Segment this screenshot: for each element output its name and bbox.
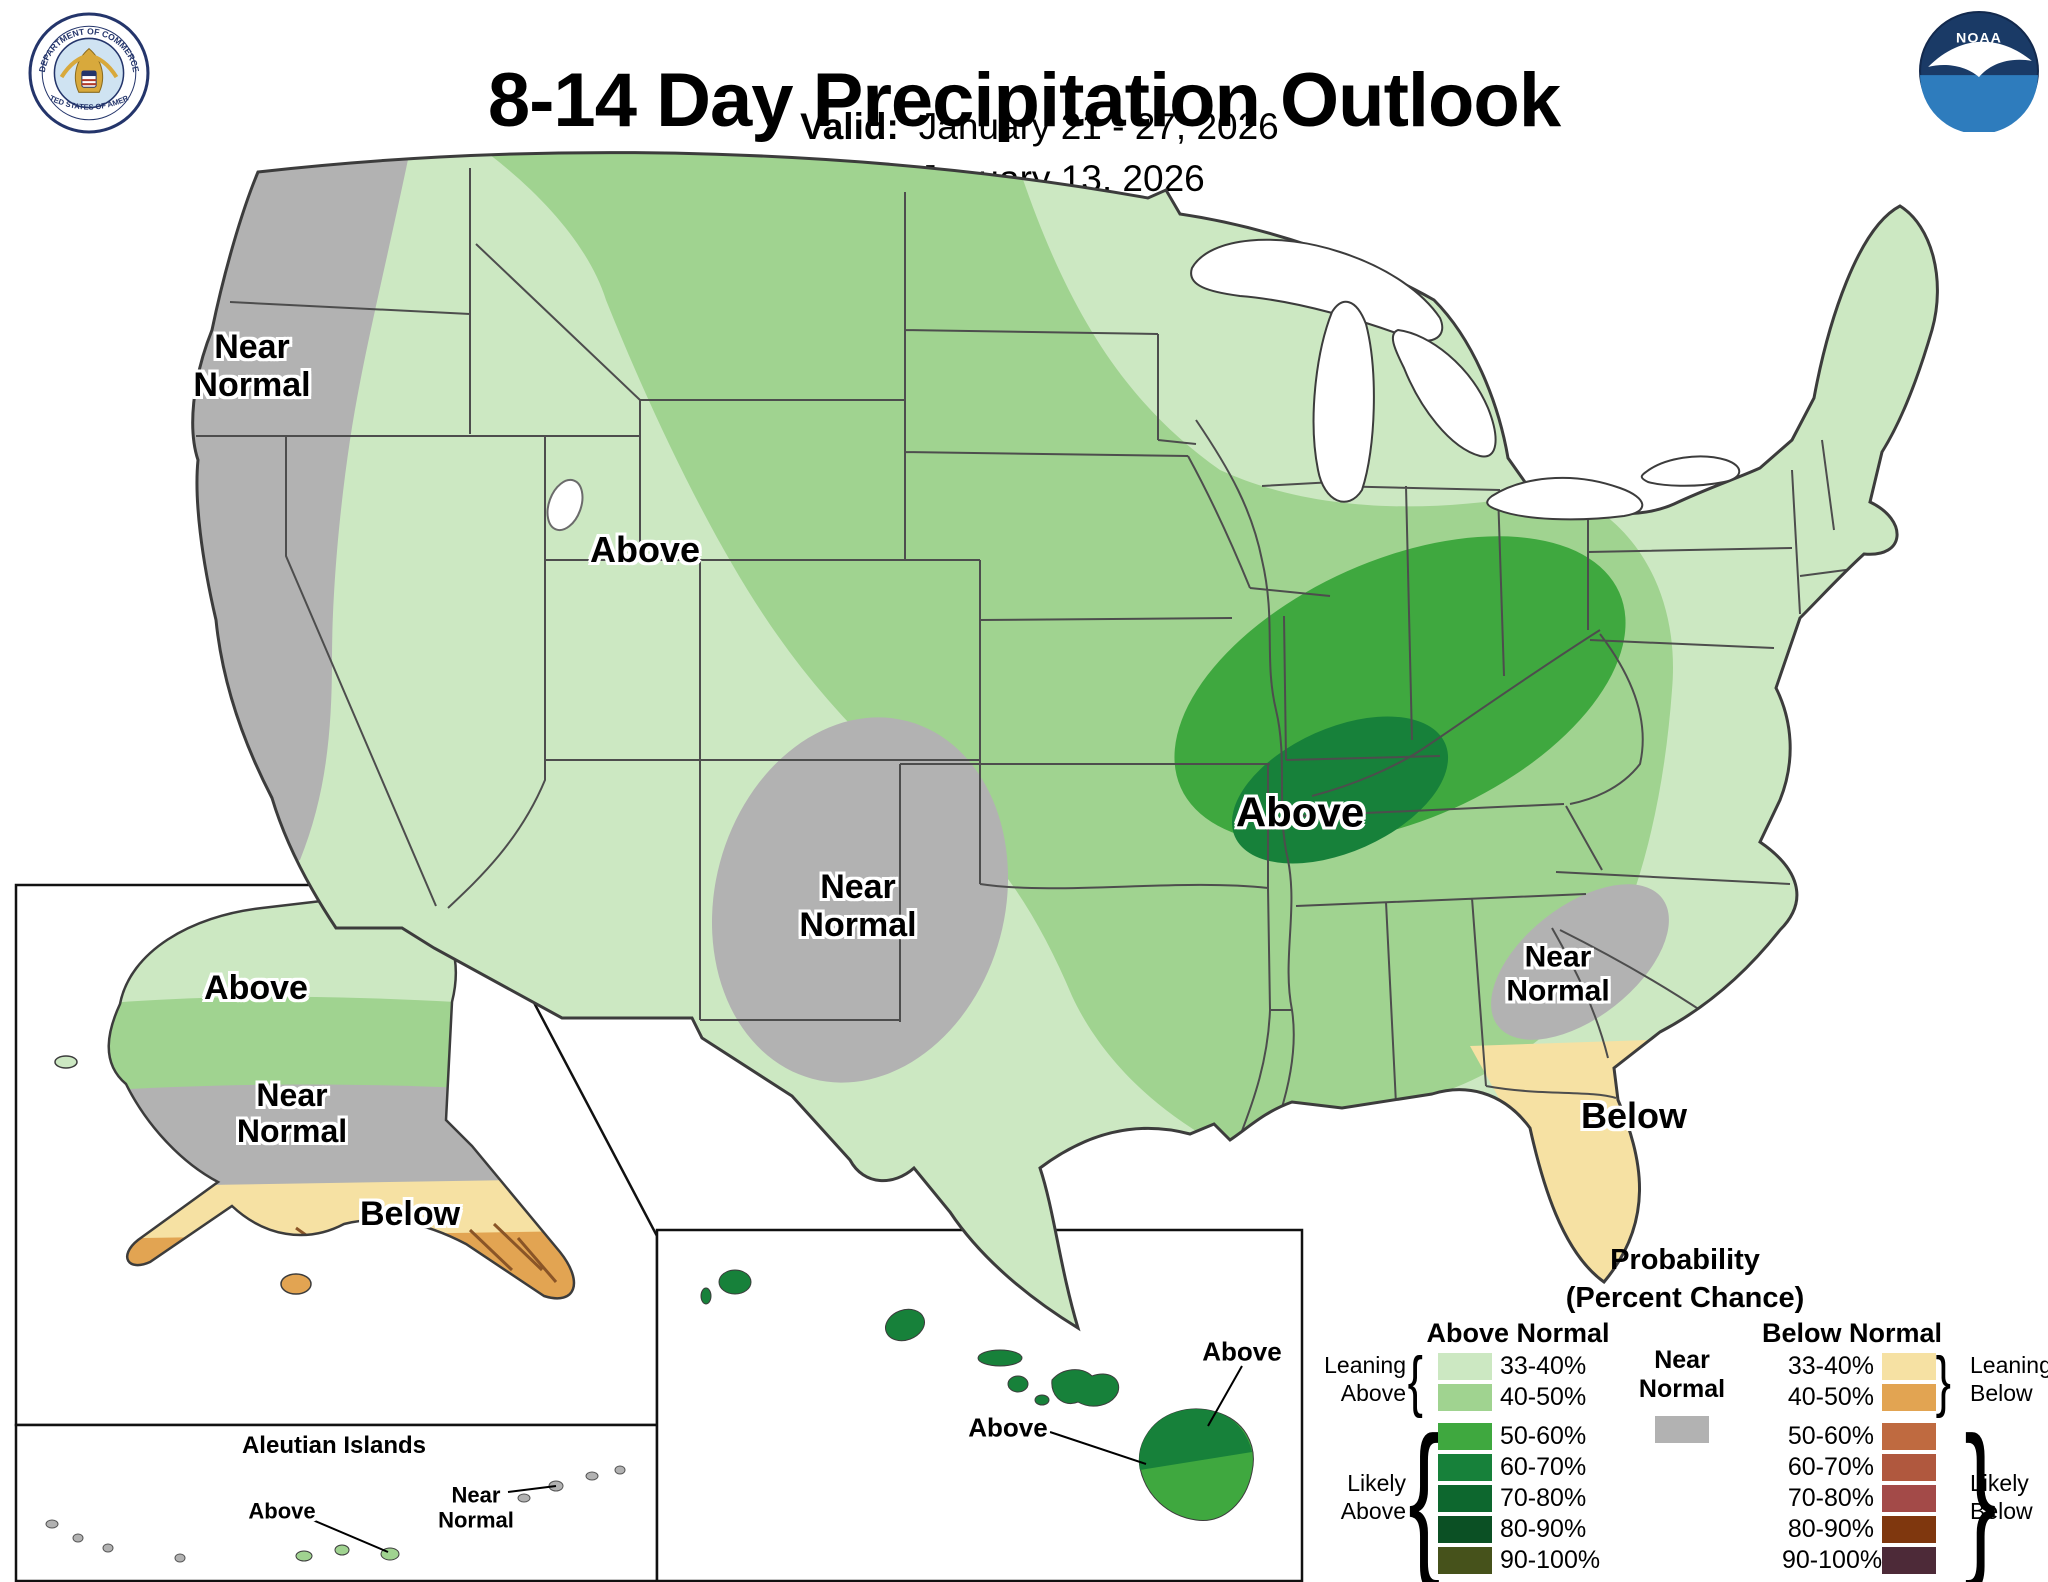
swatch-above-70-80 (1438, 1485, 1492, 1512)
legend-row-above-1: 40-50% (1438, 1383, 1586, 1412)
label-southeast-near-normal: Near Normal (1506, 940, 1610, 1007)
region-pacific-near-normal (192, 152, 410, 900)
legend-above-header: Above Normal (1426, 1318, 1610, 1348)
hawaii-inset-box (655, 1228, 1304, 1582)
conus-map (191, 151, 1939, 1330)
swatch-above-40-50 (1438, 1384, 1492, 1411)
legend-row-above-3: 60-70% (1438, 1453, 1586, 1482)
legend-below-header: Below Normal (1761, 1318, 1943, 1348)
legend-likely-below-label: Likely Below (1970, 1470, 2033, 1524)
label-ohio-valley-above: Above (1235, 788, 1365, 836)
brace-likely-above: { (1408, 1401, 1441, 1582)
probability-legend: Probability (Percent Chance) Above Norma… (1322, 1240, 2048, 1582)
legend-row-below-0: 33-40% (1782, 1352, 1936, 1381)
valid-value: January 21 - 27, 2026 (918, 106, 1279, 147)
doc-seal-icon: DEPARTMENT OF COMMERCE UNITED STATES OF … (28, 12, 150, 134)
state-borders (196, 168, 1877, 1137)
swatch-below-40-50 (1882, 1384, 1936, 1411)
legend-row-below-1: 40-50% (1782, 1383, 1936, 1412)
big-island-dark-zone (1139, 1409, 1252, 1470)
aleutian-islands (45, 1465, 626, 1563)
department-of-commerce-seal: DEPARTMENT OF COMMERCE UNITED STATES OF … (28, 12, 150, 134)
swatch-above-90-100 (1438, 1547, 1492, 1574)
hawaii-islands (700, 1269, 1254, 1521)
legend-row-above-0: 33-40% (1438, 1352, 1586, 1381)
label-west-above: Above (589, 528, 701, 570)
page-title: 8-14 Day Precipitation Outlook (487, 57, 1561, 143)
label-florida-below: Below (1580, 1094, 1688, 1136)
legend-near-normal-label: Near Normal (1638, 1346, 1726, 1403)
brace-leaning-below: } (1935, 1343, 1952, 1419)
aleutian-inset-title: Aleutian Islands (241, 1432, 427, 1459)
swatch-below-50-60 (1882, 1423, 1936, 1450)
label-alaska-near-normal: Near Normal (236, 1077, 348, 1149)
legend-leaning-above-label: Leaning Above (1324, 1352, 1406, 1406)
legend-row-above-4: 70-80% (1438, 1484, 1586, 1513)
label-alaska-below: Below (359, 1194, 461, 1233)
region-above-40-50 (440, 152, 1673, 1150)
label-alaska-above: Above (204, 968, 308, 1007)
kodiak-island (280, 1273, 312, 1295)
label-pacific-near-normal: Near Normal (193, 327, 311, 404)
swatch-below-33-40 (1882, 1353, 1936, 1380)
lake-ontario (1640, 455, 1741, 487)
region-southeast-near-normal (1491, 884, 1669, 1040)
brace-leaning-above: { (1407, 1343, 1424, 1419)
legend-title: Probability (1610, 1244, 1760, 1276)
swatch-below-70-80 (1882, 1485, 1936, 1512)
label-hawaii-above-west: Above (968, 1412, 1048, 1443)
swatch-near-normal (1655, 1415, 1709, 1443)
legend-row-above-2: 50-60% (1438, 1422, 1586, 1451)
swatch-above-50-60 (1438, 1423, 1492, 1450)
lake-michigan (1312, 300, 1375, 503)
valid-label: Valid: (800, 106, 899, 147)
lake-erie (1486, 476, 1644, 521)
legend-row-above-5: 80-90% (1438, 1515, 1586, 1544)
brace-likely-below: } (1964, 1401, 1997, 1582)
legend-leaning-below-label: Leaning Below (1970, 1352, 2048, 1406)
swatch-below-90-100 (1882, 1547, 1936, 1574)
legend-row-below-6: 90-100% (1782, 1546, 1936, 1575)
noaa-logo-text: NOAA (1956, 31, 2002, 47)
lake-huron (1391, 328, 1497, 458)
label-aleutian-near-normal: Near Normal (438, 1482, 514, 1532)
legend-near-normal: Near Normal (1622, 1346, 1742, 1450)
legend-row-below-4: 70-80% (1782, 1484, 1936, 1513)
lake-superior (1190, 238, 1444, 342)
swatch-above-80-90 (1438, 1516, 1492, 1543)
label-plains-near-normal: Near Normal (799, 867, 917, 944)
aleutian-leader-lines (307, 1485, 557, 1553)
swatch-above-60-70 (1438, 1454, 1492, 1481)
legend-row-above-6: 90-100% (1438, 1546, 1600, 1575)
legend-subtitle: (Percent Chance) (1565, 1282, 1805, 1314)
swatch-below-60-70 (1882, 1454, 1936, 1481)
great-salt-lake (546, 478, 584, 532)
hawaii-leader-lines (1049, 1365, 1243, 1465)
legend-likely-above-label: Likely Above (1340, 1470, 1406, 1524)
legend-row-below-2: 50-60% (1782, 1422, 1936, 1451)
label-hawaii-above-east: Above (1202, 1336, 1282, 1367)
legend-row-below-3: 60-70% (1782, 1453, 1936, 1482)
noaa-logo: NOAA (1918, 10, 2040, 135)
legend-row-below-5: 80-90% (1782, 1515, 1936, 1544)
alaska-terrain-marks (295, 1222, 558, 1283)
region-plains-near-normal (711, 717, 1009, 1083)
maui-island (1051, 1369, 1120, 1407)
swatch-below-80-90 (1882, 1516, 1936, 1543)
swatch-above-33-40 (1438, 1353, 1492, 1380)
aleutian-inset-box (14, 1423, 659, 1582)
label-aleutian-above: Above (248, 1498, 316, 1524)
noaa-logo-icon: NOAA (1919, 11, 2039, 135)
bering-sea-island (54, 1055, 78, 1069)
